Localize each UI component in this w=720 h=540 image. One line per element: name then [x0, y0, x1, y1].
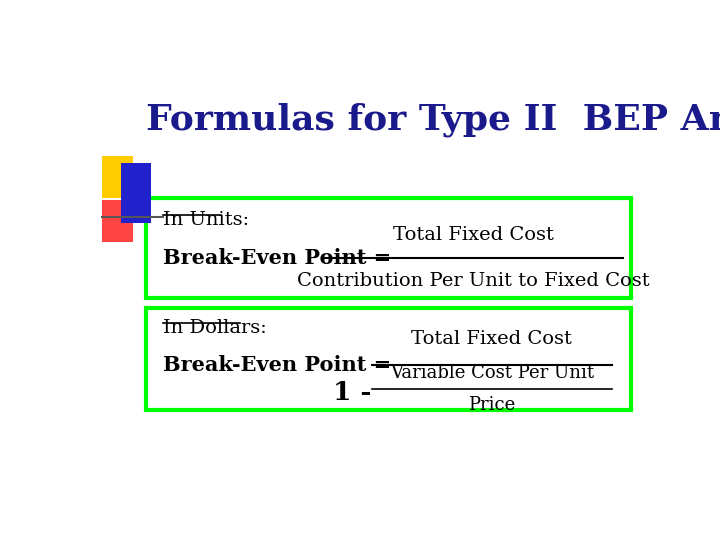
Text: Total Fixed Cost: Total Fixed Cost	[393, 226, 554, 244]
Text: 1 -: 1 -	[333, 380, 371, 404]
Text: Variable Cost Per Unit: Variable Cost Per Unit	[390, 364, 594, 382]
Text: Price: Price	[468, 396, 516, 414]
Text: Contribution Per Unit to Fixed Cost: Contribution Per Unit to Fixed Cost	[297, 272, 650, 290]
Text: Total Fixed Cost: Total Fixed Cost	[411, 330, 572, 348]
FancyBboxPatch shape	[102, 156, 133, 198]
FancyBboxPatch shape	[145, 198, 631, 298]
Text: In Dollars:: In Dollars:	[163, 319, 266, 338]
Text: Break-Even Point =: Break-Even Point =	[163, 248, 391, 268]
FancyBboxPatch shape	[121, 163, 151, 223]
FancyBboxPatch shape	[145, 308, 631, 410]
Text: Formulas for Type II  BEP Analysis: Formulas for Type II BEP Analysis	[145, 102, 720, 137]
Text: In Units:: In Units:	[163, 211, 248, 229]
FancyBboxPatch shape	[102, 200, 133, 241]
Text: Break-Even Point =: Break-Even Point =	[163, 355, 391, 375]
